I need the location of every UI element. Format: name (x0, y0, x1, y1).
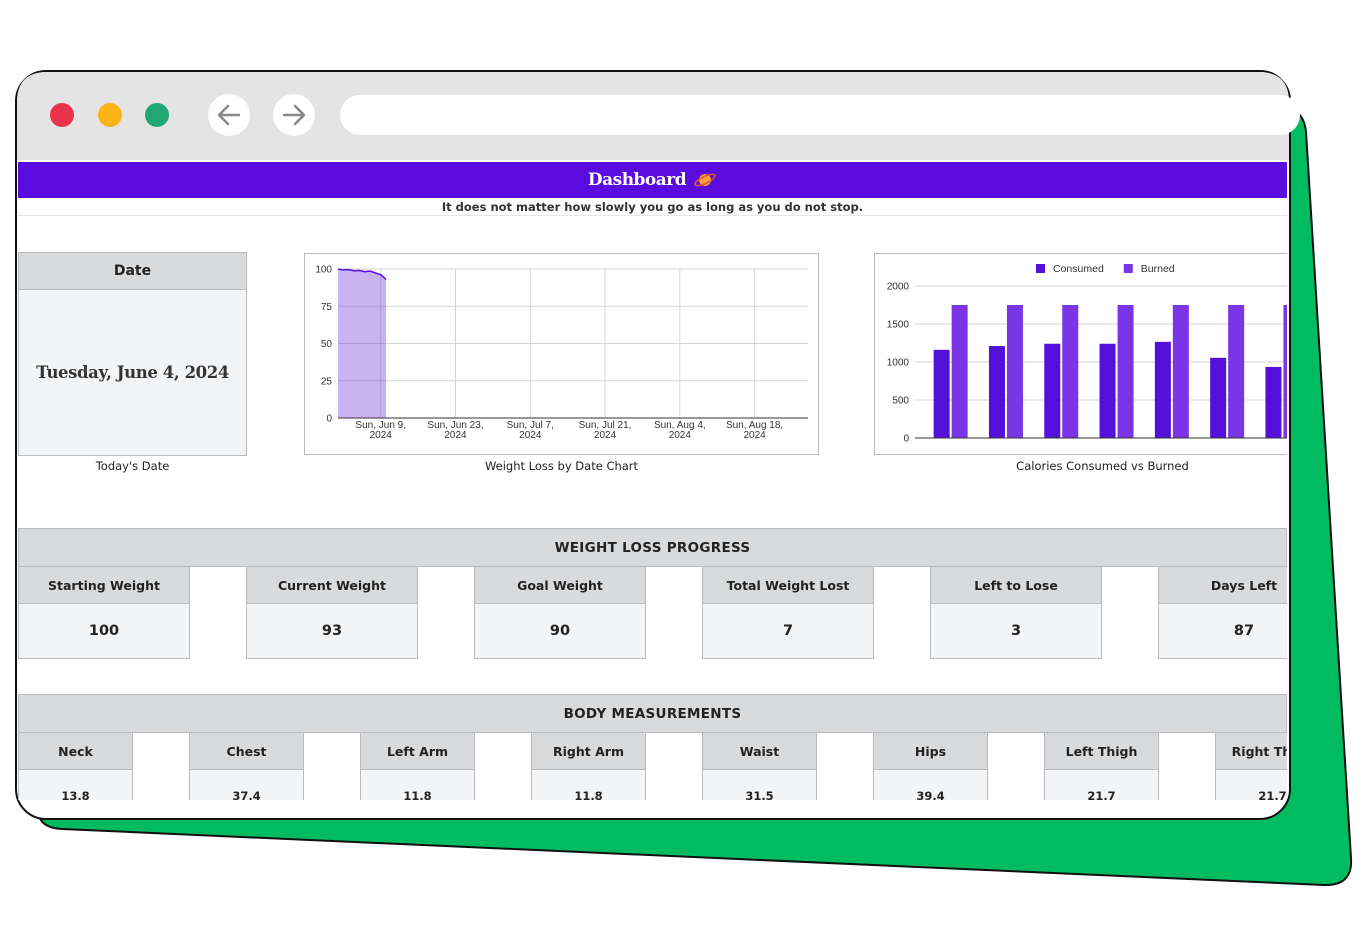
y-tick-label: 100 (315, 265, 332, 276)
bar (1154, 341, 1171, 438)
planet-icon (694, 173, 716, 187)
weight-chart-frame (304, 253, 819, 455)
bar (933, 349, 950, 438)
card-label: Goal Weight (474, 566, 646, 604)
bar (1099, 343, 1116, 438)
calories-chart-caption: Calories Consumed vs Burned (1016, 459, 1189, 473)
legend-swatch (1123, 264, 1133, 273)
bar (1210, 357, 1227, 438)
bar (951, 305, 968, 438)
y-tick-label: 50 (321, 339, 333, 350)
x-tick-label: Sun, Jul 21, 2024 (578, 420, 632, 441)
maximize-dot[interactable] (145, 103, 169, 127)
back-button[interactable] (208, 94, 250, 136)
forward-button[interactable] (273, 94, 315, 136)
card-label: Days Left (1158, 566, 1287, 604)
card-value: 7 (702, 603, 874, 659)
area (338, 269, 387, 418)
bar (1044, 343, 1061, 438)
bar (1117, 305, 1134, 438)
bar (1228, 305, 1245, 438)
bar (1172, 305, 1189, 438)
card-value: 31.5 (702, 769, 817, 800)
y-tick-label: 75 (321, 302, 333, 313)
y-tick-label: 0 (326, 414, 332, 425)
quote: It does not matter how slowly you go as … (18, 199, 1287, 216)
x-tick-label: Sun, Jun 23, 2024 (427, 420, 484, 441)
y-tick-label: 1500 (887, 320, 910, 331)
minimize-dot[interactable] (98, 103, 122, 127)
card-value: 11.8 (360, 769, 475, 800)
card-label: Waist (702, 732, 817, 770)
y-tick-label: 25 (321, 376, 333, 387)
card-value: 21.7 (1044, 769, 1159, 800)
y-tick-label: 500 (892, 396, 909, 407)
card-value: 39.4 (873, 769, 988, 800)
line (337, 268, 387, 281)
date-card-header: Date (18, 252, 247, 290)
card-value: 11.8 (531, 769, 646, 800)
y-tick-label: 0 (903, 434, 909, 445)
card-label: Hips (873, 732, 988, 770)
progress-section-title: WEIGHT LOSS PROGRESS (18, 528, 1287, 567)
legend-swatch (1036, 264, 1045, 273)
bar (1062, 305, 1079, 438)
x-tick-label: Sun, Aug 4, 2024 (653, 420, 706, 441)
card-value: 87 (1158, 603, 1287, 659)
card-label: Starting Weight (18, 566, 190, 604)
legend-label: Consumed (1053, 263, 1104, 275)
bar (1283, 305, 1287, 438)
x-tick-label: Sun, Jun 9, 2024 (355, 420, 407, 441)
weight-chart-caption: Weight Loss by Date Chart (484, 459, 639, 473)
date-card-value: Tuesday, June 4, 2024 (18, 289, 247, 456)
bar (988, 346, 1005, 438)
bar (1265, 366, 1282, 438)
card-label: Chest (189, 732, 304, 770)
card-value: 37.4 (189, 769, 304, 800)
card-label: Total Weight Lost (702, 566, 874, 604)
card-label: Left Thigh (1044, 732, 1159, 770)
card-value: 3 (930, 603, 1102, 659)
card-label: Left Arm (360, 732, 475, 770)
close-dot[interactable] (50, 103, 74, 127)
bar (1006, 305, 1023, 438)
card-value: 100 (18, 603, 190, 659)
address-bar[interactable] (340, 95, 1300, 135)
card-value: 13.8 (18, 769, 133, 800)
measurements-section-title: BODY MEASUREMENTS (18, 694, 1287, 733)
y-tick-label: 1000 (887, 358, 910, 369)
x-tick-label: Sun, Jul 7, 2024 (506, 420, 554, 441)
card-label: Right Thigh (1215, 732, 1287, 770)
header-bar: Dashboard (18, 162, 1287, 198)
card-label: Current Weight (246, 566, 418, 604)
y-tick-label: 2000 (887, 282, 910, 293)
legend-label: Burned (1141, 263, 1175, 275)
dashboard-title: Dashboard (587, 170, 687, 190)
x-tick-label: Sun, Aug 18, 2024 (725, 420, 784, 441)
card-label: Right Arm (531, 732, 646, 770)
card-value: 93 (246, 603, 418, 659)
card-label: Left to Lose (930, 566, 1102, 604)
card-value: 90 (474, 603, 646, 659)
card-label: Neck (18, 732, 133, 770)
date-card-caption: Today's Date (95, 459, 170, 473)
calories-chart-frame (874, 253, 1287, 455)
card-value: 21.7 (1215, 769, 1287, 800)
